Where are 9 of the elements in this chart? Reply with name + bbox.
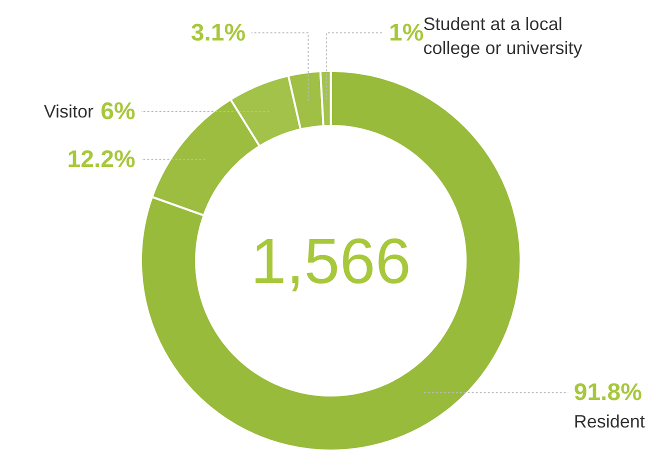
text: 1,566 bbox=[250, 225, 411, 298]
data-label: 12.2% bbox=[67, 146, 136, 173]
slice-label: Visitor bbox=[44, 101, 94, 122]
data-label: 6% bbox=[100, 98, 136, 125]
data-label: 1% bbox=[389, 19, 424, 46]
slice-label: Resident bbox=[574, 412, 645, 432]
data-label: 3.1% bbox=[190, 19, 246, 46]
slice-label: Student at a local college or university bbox=[423, 14, 582, 58]
data-label: 91.8% bbox=[574, 379, 642, 406]
